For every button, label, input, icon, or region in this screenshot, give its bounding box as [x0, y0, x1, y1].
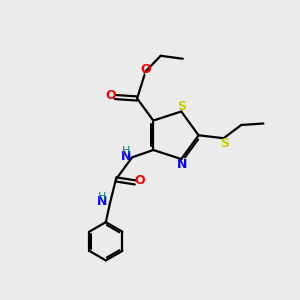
Text: O: O	[105, 89, 116, 102]
Text: O: O	[140, 63, 151, 76]
Text: N: N	[97, 195, 107, 208]
Text: O: O	[134, 174, 145, 188]
Text: H: H	[98, 191, 106, 202]
Text: S: S	[220, 137, 229, 150]
Text: N: N	[120, 150, 131, 163]
Text: H: H	[122, 146, 130, 156]
Text: N: N	[177, 158, 187, 171]
Text: S: S	[177, 100, 186, 113]
